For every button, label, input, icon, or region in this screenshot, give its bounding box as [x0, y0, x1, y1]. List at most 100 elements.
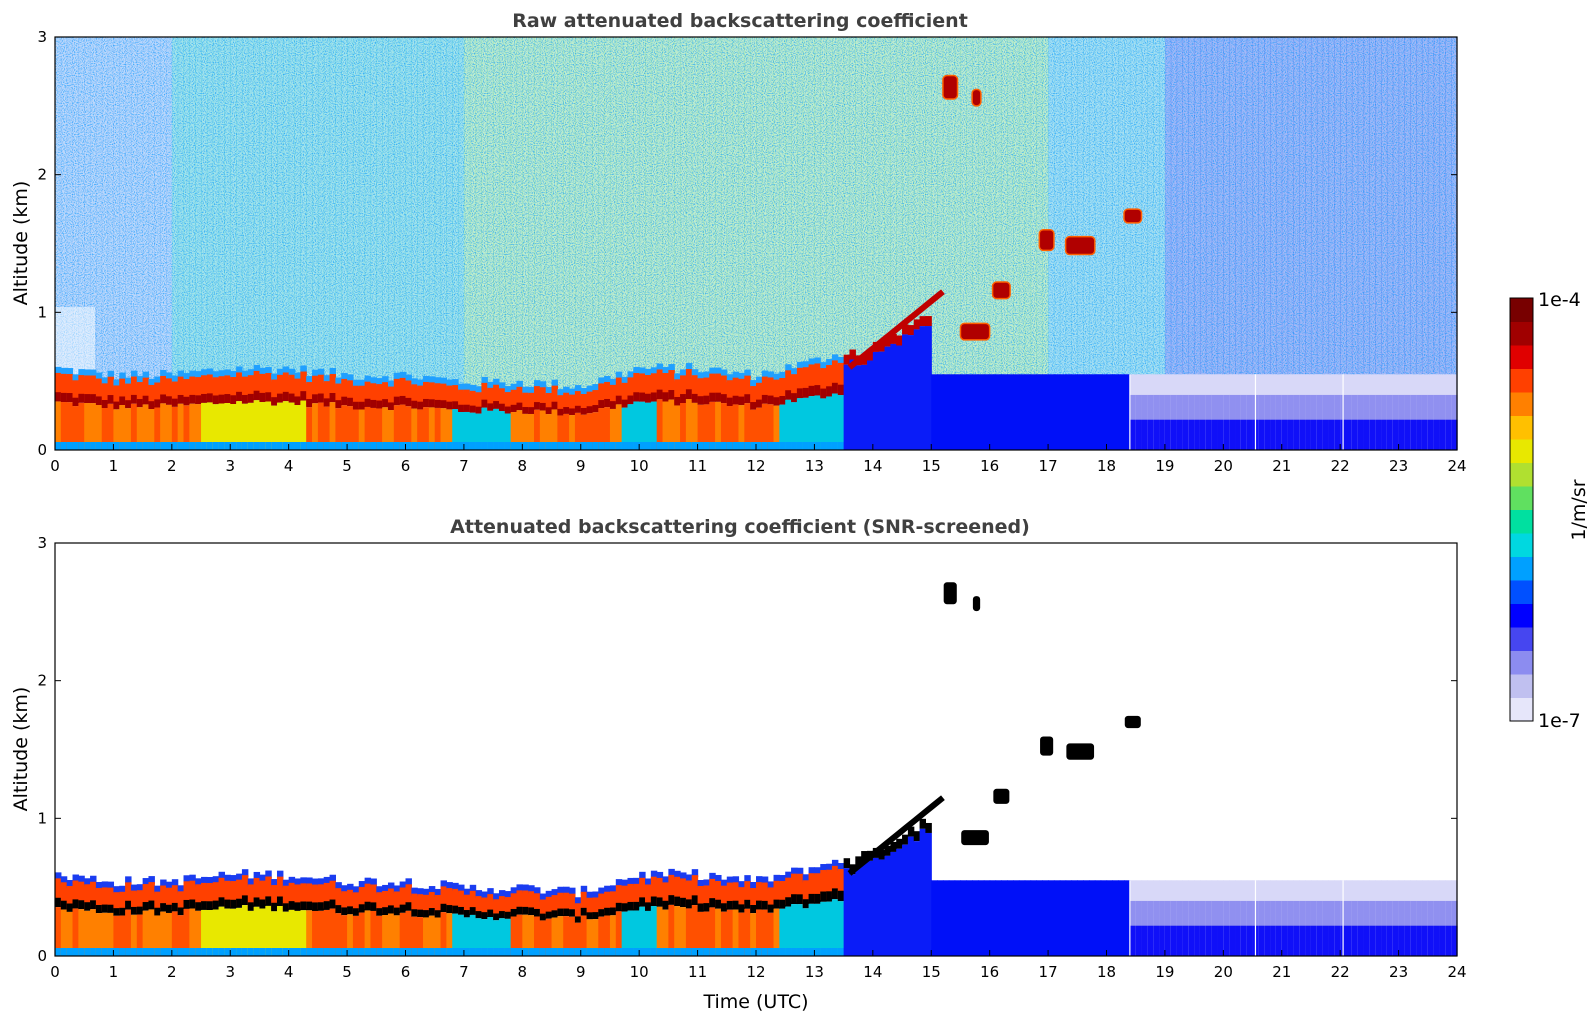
- elevated-layer: [1038, 734, 1055, 758]
- x-tick-label: 1: [109, 457, 119, 475]
- x-tick-label: 14: [863, 963, 882, 981]
- colorbar-step: [1510, 627, 1533, 651]
- x-tick-label: 10: [630, 457, 649, 475]
- snr-panel-title: Attenuated backscattering coefficient (S…: [450, 516, 1030, 538]
- colorbar-step: [1510, 509, 1533, 534]
- raw-y-axis-label: Altitude (km): [10, 181, 32, 306]
- x-tick-label: 5: [342, 963, 352, 981]
- elevated-layer: [959, 828, 991, 847]
- y-tick-label: 1: [37, 809, 47, 827]
- elevated-layer: [1064, 741, 1096, 762]
- x-tick-label: 3: [225, 457, 235, 475]
- colorbar-step: [1510, 415, 1533, 440]
- x-tick-label: 24: [1447, 963, 1466, 981]
- rising-plume: [847, 289, 945, 370]
- x-tick-label: 18: [1097, 457, 1116, 475]
- colorbar-step: [1510, 533, 1533, 557]
- x-tick-label: 18: [1097, 963, 1116, 981]
- x-tick-label: 8: [518, 963, 528, 981]
- x-tick-label: 15: [922, 963, 941, 981]
- x-tick-label: 23: [1389, 457, 1408, 475]
- colorbar-step: [1510, 603, 1533, 628]
- y-tick-label: 3: [37, 28, 47, 46]
- x-tick-label: 19: [1155, 963, 1174, 981]
- x-tick-label: 6: [401, 457, 411, 475]
- boundary-layer: [55, 818, 1458, 956]
- x-tick-label: 7: [459, 457, 469, 475]
- colorbar-frame: [1509, 297, 1534, 722]
- snr-y-axis-label: Altitude (km): [10, 687, 32, 812]
- x-tick-label: 20: [1214, 963, 1233, 981]
- y-tick-label: 1: [37, 303, 47, 321]
- raw-backscatter-panel: Raw attenuated backscattering coefficien…: [10, 10, 1467, 475]
- x-tick-label: 21: [1272, 457, 1291, 475]
- y-tick-label: 0: [37, 441, 47, 459]
- colorbar-step: [1510, 345, 1533, 369]
- x-tick-label: 7: [459, 963, 469, 981]
- x-tick-label: 24: [1447, 457, 1466, 475]
- x-tick-label: 19: [1155, 457, 1174, 475]
- x-tick-label: 21: [1272, 963, 1291, 981]
- snr-y-ticks: 0 1 2 3: [37, 534, 1457, 965]
- colorbar-step: [1510, 298, 1533, 322]
- snr-x-ticks: 0 1 2 3 4 5 6 7 8 9 10 11 12 13 14 15 16 17 18 19 20 21 22 23 24: [50, 950, 1467, 981]
- x-tick-label: 2: [167, 457, 177, 475]
- colorbar-unit-label: 1/m/sr: [1568, 479, 1590, 540]
- x-tick-label: 15: [922, 457, 941, 475]
- boundary-layer: [55, 316, 1458, 450]
- elevated-layer: [1038, 228, 1055, 252]
- colorbar-step: [1510, 321, 1533, 346]
- elevated-layer: [959, 322, 991, 341]
- elevated-layer: [942, 580, 959, 606]
- colorbar-step: [1510, 650, 1533, 675]
- y-tick-label: 2: [37, 166, 47, 184]
- raw-x-ticks: 0 1 2 3 4 5 6 7 8 9 10 11 12 13 14 15 16 17 18 19 20 21 22 23 24: [50, 444, 1467, 475]
- colorbar-step: [1510, 439, 1533, 463]
- x-tick-label: 1: [109, 963, 119, 981]
- x-tick-label: 3: [225, 963, 235, 981]
- x-tick-label: 14: [863, 457, 882, 475]
- x-tick-label: 13: [805, 457, 824, 475]
- x-tick-label: 12: [746, 963, 765, 981]
- raw-y-ticks: 0 1 2 3: [37, 28, 1457, 459]
- colorbar-step: [1510, 697, 1533, 722]
- elevated-layer: [1064, 235, 1096, 256]
- x-tick-label: 10: [630, 963, 649, 981]
- x-tick-label: 5: [342, 457, 352, 475]
- x-tick-label: 20: [1214, 457, 1233, 475]
- x-tick-label: 17: [1039, 457, 1058, 475]
- elevated-layer: [942, 74, 959, 100]
- elevated-layer: [991, 281, 1011, 300]
- x-tick-label: 9: [576, 457, 586, 475]
- elevated-layer: [1123, 714, 1143, 730]
- x-tick-label: 6: [401, 963, 411, 981]
- x-tick-label: 11: [688, 963, 707, 981]
- x-tick-label: 23: [1389, 963, 1408, 981]
- x-tick-label: 22: [1331, 457, 1350, 475]
- x-tick-label: 22: [1331, 963, 1350, 981]
- x-tick-label: 11: [688, 457, 707, 475]
- y-tick-label: 0: [37, 947, 47, 965]
- colorbar-step: [1510, 674, 1533, 698]
- elevated-layer: [1123, 208, 1143, 224]
- elevated-layer: [991, 787, 1011, 806]
- colorbar-step: [1510, 580, 1533, 604]
- y-tick-label: 3: [37, 534, 47, 552]
- x-tick-label: 12: [746, 457, 765, 475]
- colorbar-max-label: 1e-4: [1538, 289, 1581, 311]
- elevated-layer: [971, 594, 982, 613]
- elevated-layers: [847, 74, 1344, 450]
- raw-panel-title: Raw attenuated backscattering coefficien…: [512, 10, 968, 32]
- x-tick-label: 8: [518, 457, 528, 475]
- colorbar: 1e-4 1e-7 1/m/sr: [1509, 289, 1590, 732]
- x-tick-label: 4: [284, 457, 294, 475]
- x-tick-label: 16: [980, 963, 999, 981]
- colorbar-step: [1510, 392, 1533, 416]
- elevated-layer: [971, 88, 982, 107]
- y-tick-label: 2: [37, 672, 47, 690]
- colorbar-step: [1510, 462, 1533, 487]
- colorbar-steps: [1510, 298, 1533, 722]
- raw-backscatter-heatmap: [55, 37, 1458, 450]
- x-tick-label: 16: [980, 457, 999, 475]
